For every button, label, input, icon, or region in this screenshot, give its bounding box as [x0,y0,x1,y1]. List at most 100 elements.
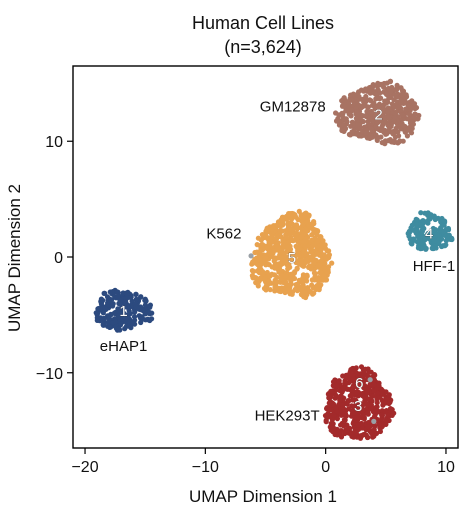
data-point [285,225,291,231]
data-point [365,424,371,430]
data-point [96,305,102,312]
data-point [132,309,138,315]
data-point [368,406,374,412]
data-point [295,217,301,223]
data-point [301,294,307,300]
data-point [279,261,285,267]
data-point [330,379,337,385]
data-point [133,296,139,302]
data-point [147,304,153,310]
data-point [371,382,377,388]
data-point [408,119,414,125]
data-point [138,294,144,300]
data-point [412,228,418,234]
data-point [398,97,404,103]
data-point [358,374,364,380]
data-point [330,429,336,435]
data-point [387,406,394,412]
cluster-number-label: 1 [119,303,127,320]
data-point [346,131,352,138]
data-point [263,254,269,261]
data-point [363,113,369,119]
data-point [276,255,282,261]
data-point [272,237,278,243]
data-point [339,112,345,118]
data-point [312,277,318,283]
data-point [360,412,366,418]
data-point [110,301,116,307]
data-point [354,131,360,137]
cluster-number-label: 3 [354,398,362,415]
data-point [307,255,313,261]
data-point [305,218,311,224]
cluster-number-label: 2 [374,106,382,123]
data-point [274,279,280,285]
data-point [391,410,397,416]
data-point [129,319,135,325]
data-point [392,134,398,140]
data-point [94,315,100,321]
data-point [382,409,388,415]
data-point [336,378,342,384]
data-point [374,400,380,406]
data-point [142,311,149,317]
cluster-3-points [322,364,397,441]
data-point [320,238,326,244]
data-point [314,250,320,256]
data-point [432,216,438,223]
data-point [361,99,367,105]
data-point [139,314,145,320]
data-point [268,235,274,241]
data-point [292,212,298,218]
data-point [291,275,298,282]
data-point [360,408,366,414]
data-point [260,269,266,275]
data-point [398,85,404,91]
x-axis-ticks: −20 −10 0 10 [71,448,455,476]
data-point [293,282,299,288]
data-point [257,275,263,281]
data-point [399,112,405,118]
data-point [309,221,315,228]
data-point [249,268,255,274]
data-point [353,415,360,421]
data-point [422,236,428,242]
data-point [296,253,302,259]
cluster-name-label: eHAP1 [100,338,148,355]
data-point [380,127,386,134]
data-point [336,401,342,408]
data-point [324,248,330,254]
data-point [344,427,350,433]
data-point [411,101,418,107]
data-point [404,133,410,139]
data-point [376,422,382,428]
data-point [274,222,281,228]
data-point [342,417,348,423]
data-point [262,277,268,283]
data-point [429,245,435,251]
data-point [253,275,259,281]
data-point [363,86,369,92]
data-point [359,382,365,388]
cluster-4-points [405,210,455,252]
data-point [391,118,397,124]
data-point [385,138,391,144]
data-point [280,239,286,245]
data-point [376,82,383,88]
data-point [422,210,428,216]
data-point [278,222,284,228]
data-point [302,236,309,242]
data-point [372,372,378,378]
data-point [396,139,402,145]
data-point [356,426,362,432]
data-point [394,86,400,92]
data-point [364,410,370,416]
data-point [321,252,327,258]
data-point [276,233,282,239]
data-point [342,411,349,417]
data-point [372,105,378,111]
data-point [302,243,308,249]
data-point [428,214,434,220]
data-point [390,130,396,136]
